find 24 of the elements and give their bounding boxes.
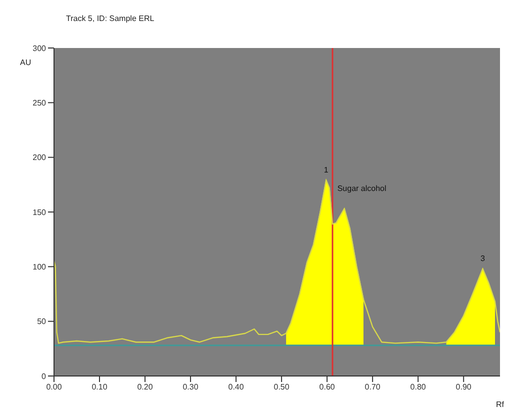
line-series [54, 180, 500, 344]
x-tick-label: 0.60 [319, 382, 336, 392]
x-axis-title: Rf [496, 400, 504, 409]
annotation: Sugar alcohol [337, 184, 386, 193]
y-tick-label: 150 [32, 208, 47, 217]
annotation: 3 [480, 254, 486, 263]
x-tick-label: 0.10 [92, 382, 108, 392]
x-tick-label: 0.70 [364, 382, 381, 392]
x-tick-label: 0.50 [274, 382, 290, 392]
y-tick-label: 0 [42, 372, 47, 381]
x-tick-label: 0.90 [456, 382, 472, 392]
x-tick-label: 0.80 [410, 382, 426, 392]
y-tick-label: 300 [32, 44, 47, 53]
x-tick-label: 0.00 [46, 382, 62, 392]
x-tick-label: 0.40 [228, 382, 244, 392]
annotation: 1 [324, 165, 329, 174]
y-tick-label: 250 [32, 98, 47, 108]
y-tick-label: 100 [32, 262, 47, 272]
chart-title: Track 5, ID: Sample ERL [66, 14, 154, 23]
y-tick-label: 200 [32, 153, 47, 162]
y-axis-title: AU [20, 58, 32, 67]
x-tick-label: 0.20 [137, 382, 154, 392]
y-tick-label: 50 [37, 317, 47, 326]
x-tick-label: 0.30 [182, 382, 199, 392]
